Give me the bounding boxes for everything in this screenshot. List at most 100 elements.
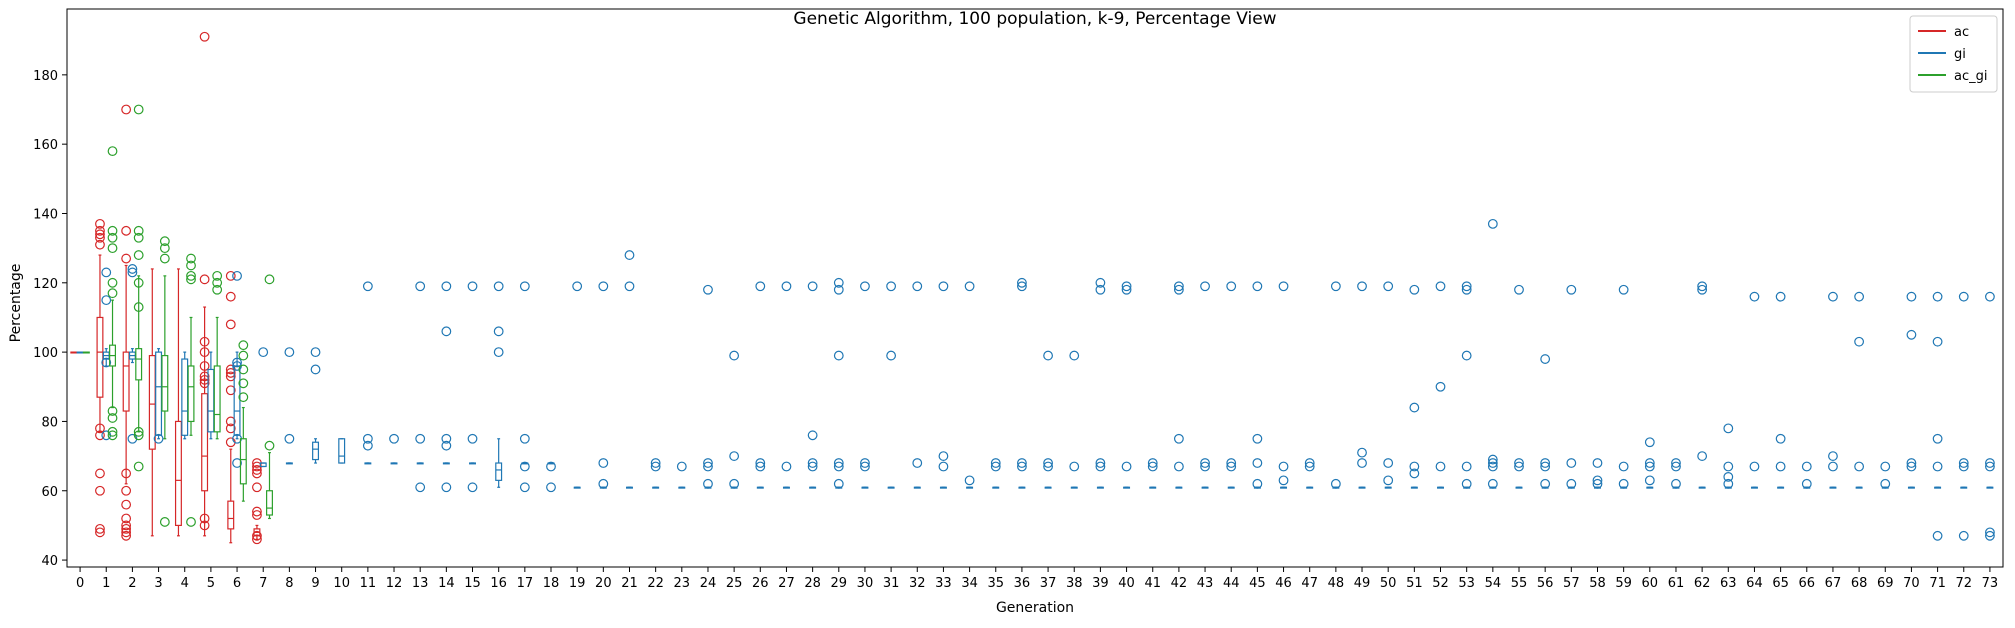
flier-point <box>186 253 196 264</box>
x-tick-label: 55 <box>1511 576 1528 591</box>
flier-point <box>95 232 105 243</box>
x-tick-label: 25 <box>726 576 743 591</box>
flier-point <box>232 270 242 281</box>
flier-point <box>1592 458 1603 468</box>
flier-point <box>1383 475 1394 486</box>
flier-point <box>1043 350 1053 361</box>
flier-point <box>755 461 766 472</box>
y-tick-label: 180 <box>33 69 58 84</box>
flier-point <box>1435 381 1446 392</box>
flier-point <box>127 267 138 278</box>
gi-box <box>1671 458 1681 489</box>
flier-point <box>1095 461 1106 472</box>
flier-point <box>1461 350 1472 361</box>
flier-point <box>225 385 236 396</box>
flier-point <box>886 350 897 361</box>
gi-box <box>781 281 792 489</box>
flier-point <box>133 277 144 288</box>
x-tick-label: 18 <box>543 576 560 591</box>
x-tick-label: 41 <box>1144 576 1161 591</box>
x-tick-label: 2 <box>128 576 136 591</box>
flier-point <box>1566 478 1577 489</box>
flier-point <box>1906 329 1917 340</box>
x-tick-label: 27 <box>778 576 795 591</box>
flier-point <box>121 468 132 479</box>
flier-point <box>1644 458 1655 468</box>
x-tick-label: 8 <box>285 576 293 591</box>
flier-point <box>133 426 144 437</box>
x-tick-label: 48 <box>1328 576 1345 591</box>
flier-point <box>133 225 144 236</box>
box-iqr <box>338 438 346 464</box>
flier-point <box>310 364 321 375</box>
flier-point <box>572 281 583 292</box>
flier-point <box>807 430 818 441</box>
x-tick-label: 17 <box>517 576 534 591</box>
gi-box <box>1540 354 1551 489</box>
x-tick-label: 6 <box>233 576 241 591</box>
gi-box <box>1880 461 1891 489</box>
flier-point <box>159 243 170 254</box>
flier-point <box>1409 284 1420 295</box>
gi-box <box>546 461 556 493</box>
box-iqr <box>201 393 209 492</box>
flier-point <box>232 357 242 368</box>
flier-point <box>1644 437 1655 448</box>
x-tick-label: 26 <box>752 576 769 591</box>
flier-point <box>1932 291 1943 302</box>
flier-point <box>225 291 236 302</box>
flier-point <box>95 229 105 240</box>
flier-point <box>1409 461 1420 472</box>
gi-box <box>1095 277 1106 489</box>
x-tick-label: 64 <box>1746 576 1763 591</box>
flier-point <box>441 281 452 292</box>
y-tick-label: 140 <box>33 207 58 222</box>
flier-point <box>912 281 923 292</box>
flier-point <box>650 458 661 468</box>
flier-point <box>1671 478 1681 489</box>
flier-point <box>186 260 196 271</box>
flier-point <box>964 281 975 292</box>
x-tick-label: 63 <box>1720 576 1737 591</box>
x-tick-label: 58 <box>1589 576 1606 591</box>
flier-point <box>467 281 478 292</box>
ac-box <box>252 458 262 545</box>
gi-box <box>362 281 373 465</box>
flier-point <box>519 482 530 493</box>
axes-frame <box>66 8 2004 568</box>
flier-point <box>133 430 144 441</box>
flier-point <box>807 458 818 468</box>
flier-point <box>1017 281 1027 292</box>
flier-point <box>415 433 426 444</box>
gi-box <box>703 284 713 489</box>
gi-box <box>1383 281 1394 489</box>
flier-point <box>133 302 144 312</box>
flier-point <box>1723 423 1734 434</box>
flier-point <box>1200 458 1210 468</box>
flier-point <box>95 527 105 538</box>
flier-point <box>264 274 275 285</box>
x-tick-label: 66 <box>1799 576 1816 591</box>
x-tick-label: 22 <box>647 576 664 591</box>
flier-point <box>1906 291 1917 302</box>
flier-point <box>1069 350 1080 361</box>
flier-point <box>1618 478 1629 489</box>
gi-box <box>1069 350 1080 489</box>
x-tick-label: 19 <box>569 576 586 591</box>
flier-point <box>990 458 1001 468</box>
flier-point <box>441 326 452 337</box>
flier-point <box>1435 281 1446 292</box>
flier-point <box>252 506 262 517</box>
x-tick-label: 21 <box>621 576 638 591</box>
flier-point <box>238 350 249 361</box>
flier-point <box>121 253 132 264</box>
gi-box <box>1958 291 1969 541</box>
flier-point <box>833 461 844 472</box>
flier-point <box>362 281 373 292</box>
x-tick-label: 62 <box>1694 576 1711 591</box>
flier-point <box>1173 461 1184 472</box>
flier-point <box>546 461 556 472</box>
flier-point <box>1854 291 1865 302</box>
